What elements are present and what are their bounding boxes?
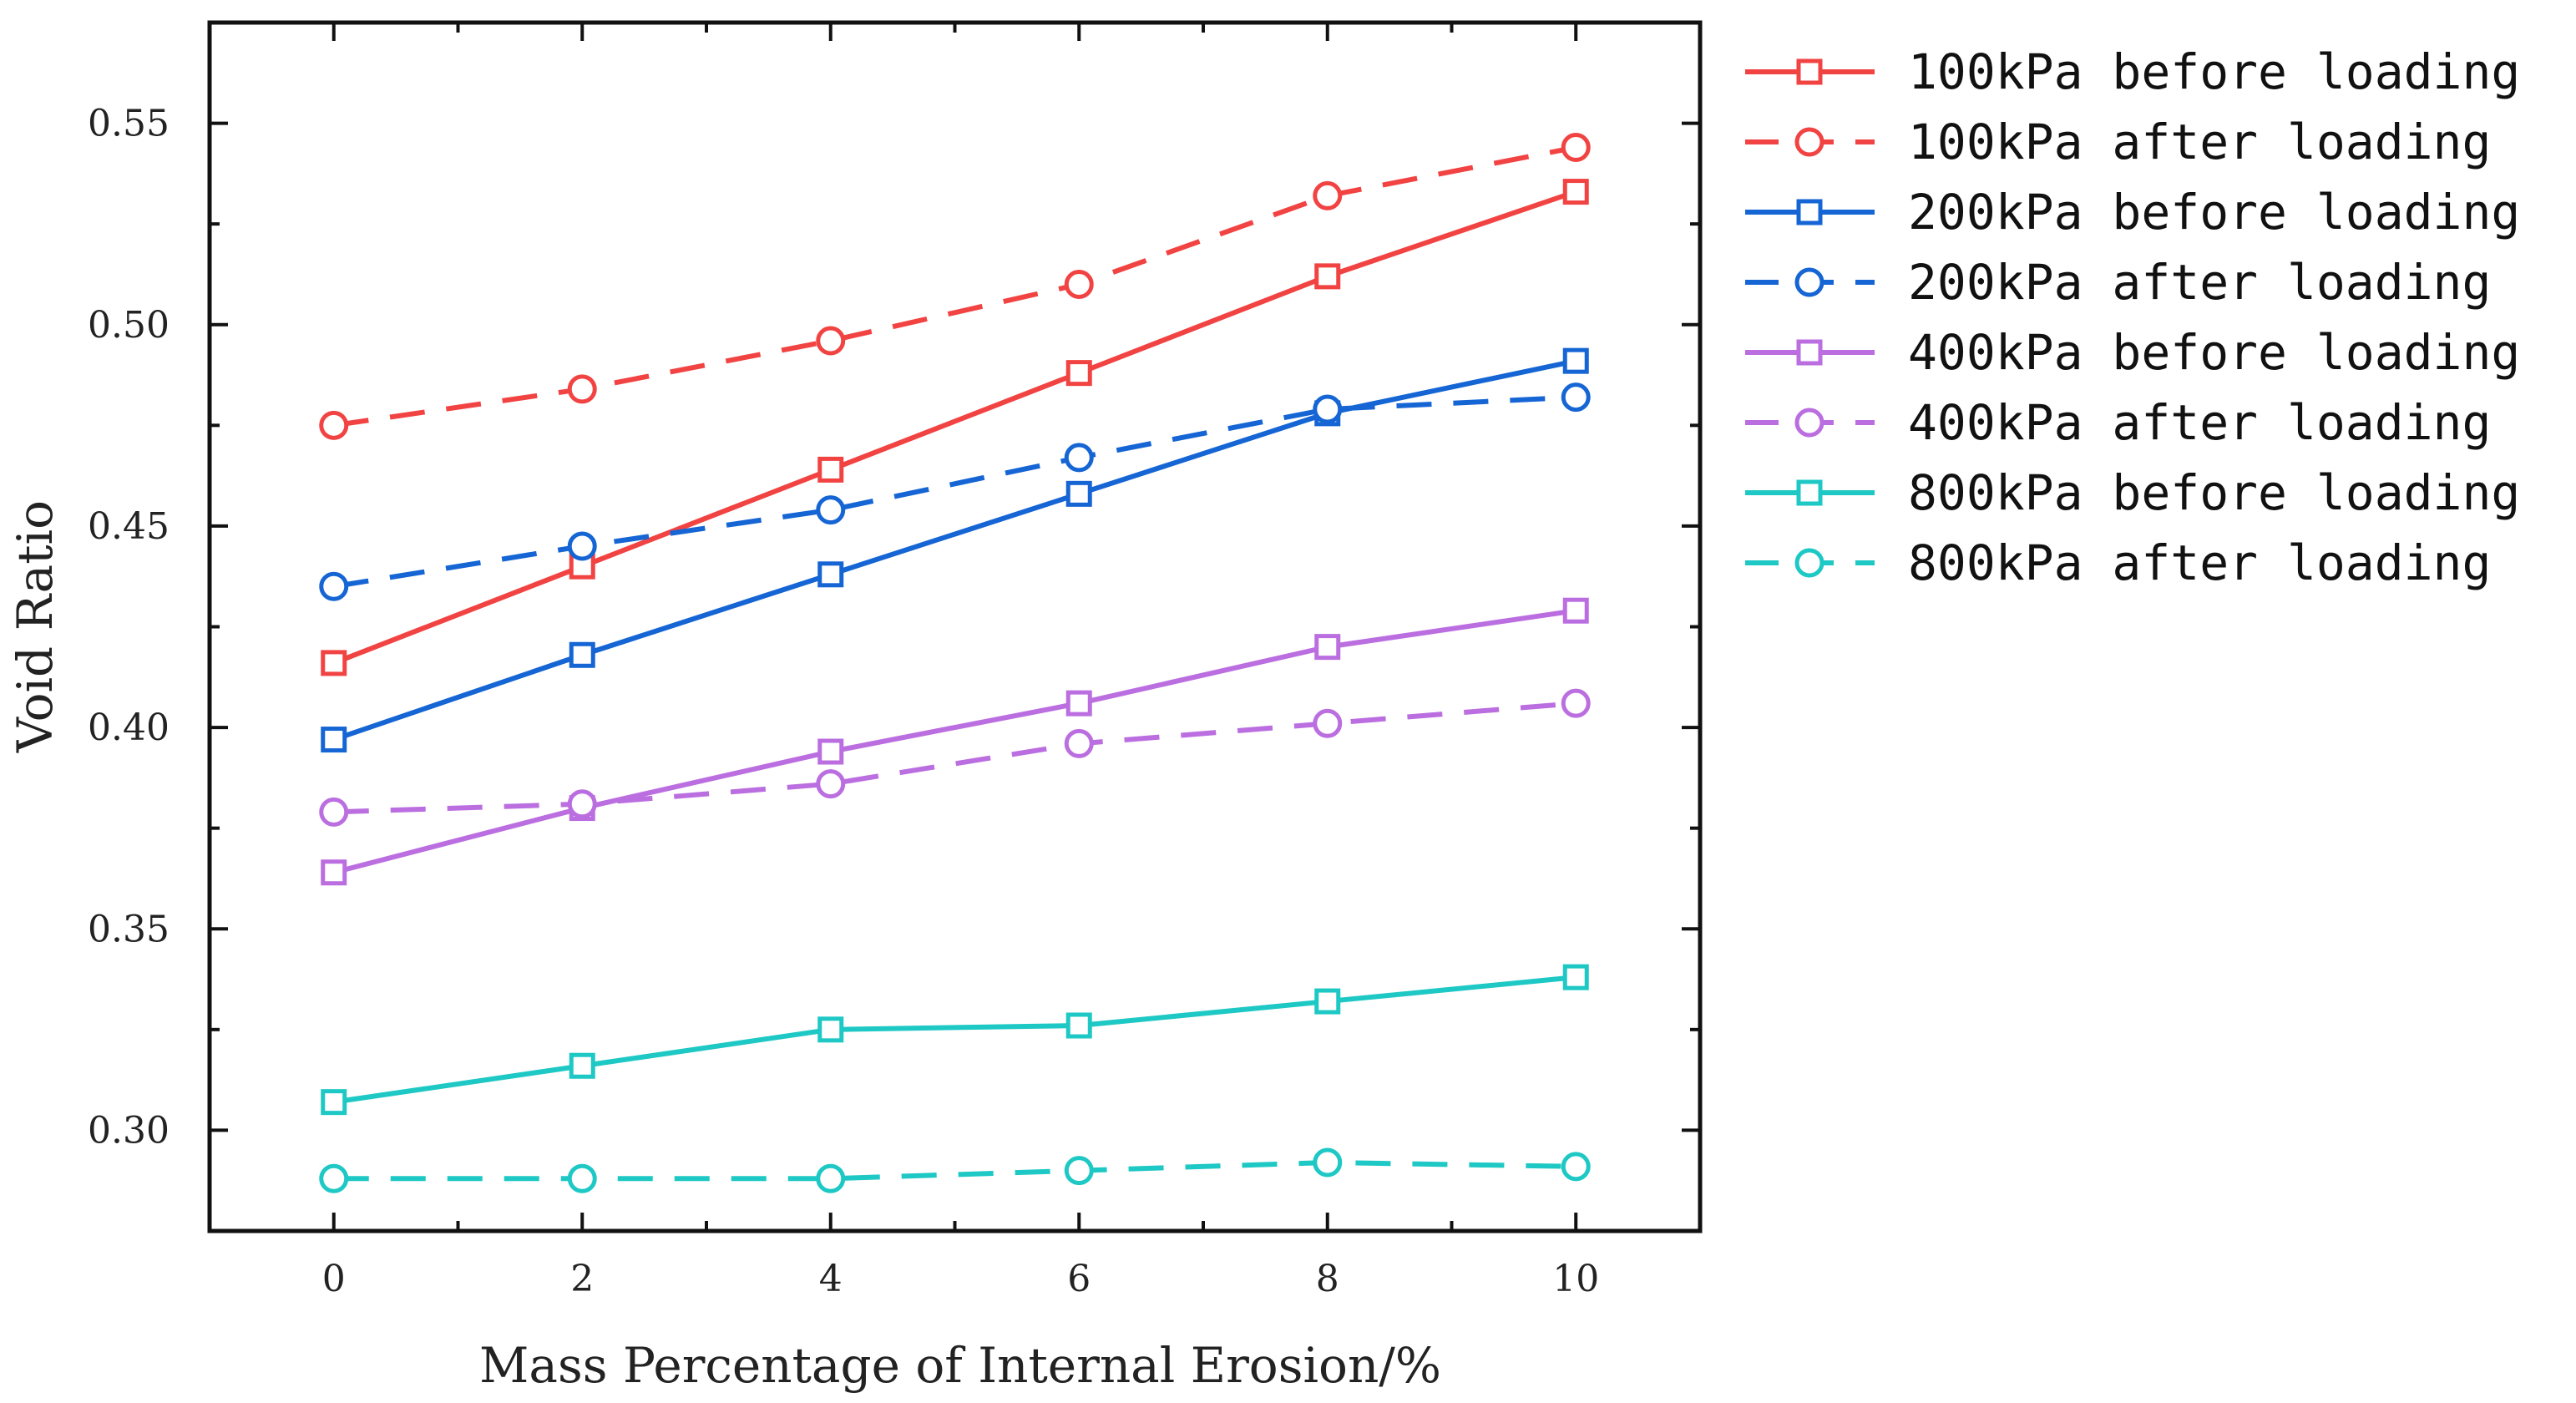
data-point-7-0 <box>319 1163 349 1193</box>
legend-label-1: 100kPa after loading <box>1908 114 2491 170</box>
data-point-5-2 <box>816 769 846 799</box>
data-point-2-0 <box>321 727 347 753</box>
data-point-0-3 <box>1065 360 1092 387</box>
x-axis-title: Mass Percentage of Internal Erosion/% <box>479 1337 1441 1394</box>
data-point-3-1 <box>567 531 597 561</box>
y-tick-label: 0.45 <box>88 505 170 548</box>
data-point-7-2 <box>816 1163 846 1193</box>
data-point-6-2 <box>817 1016 844 1043</box>
data-point-5-0 <box>319 797 349 827</box>
legend: 100kPa before loading 100kPa after loadin… <box>1745 43 2520 591</box>
x-tick-label: 0 <box>322 1258 346 1300</box>
y-tick-labels: 0.30 0.35 0.40 0.45 0.50 0.55 <box>88 103 170 1152</box>
x-tick-label: 2 <box>570 1258 594 1300</box>
data-point-6-0 <box>321 1089 347 1116</box>
series-line-2 <box>332 358 1576 742</box>
y-tick-label: 0.35 <box>88 908 170 950</box>
data-point-6-3 <box>1065 1012 1092 1039</box>
data-point-3-0 <box>319 571 349 601</box>
legend-marker-2 <box>1796 199 1823 225</box>
y-tick-label: 0.30 <box>88 1109 170 1152</box>
x-tick-label: 8 <box>1316 1258 1339 1300</box>
data-point-5-5 <box>1561 688 1591 718</box>
data-point-1-2 <box>816 326 846 356</box>
data-point-3-5 <box>1561 382 1591 413</box>
series-markers <box>319 133 1591 1193</box>
data-point-7-4 <box>1313 1147 1343 1178</box>
legend-label-2: 200kPa before loading <box>1908 184 2520 241</box>
legend-marker-1 <box>1794 127 1824 157</box>
data-point-0-5 <box>1562 179 1589 205</box>
legend-marker-6 <box>1796 479 1823 506</box>
data-point-0-2 <box>817 456 844 483</box>
data-point-2-3 <box>1065 480 1092 507</box>
legend-label-3: 200kPa after loading <box>1908 254 2491 311</box>
data-point-7-5 <box>1561 1152 1591 1182</box>
legend-marker-5 <box>1794 408 1824 438</box>
y-tick-label: 0.50 <box>88 304 170 347</box>
x-tick-label: 6 <box>1067 1258 1091 1300</box>
series-line-3 <box>333 394 1576 590</box>
data-point-6-1 <box>569 1052 595 1079</box>
legend-label-0: 100kPa before loading <box>1908 43 2520 100</box>
data-point-0-4 <box>1314 263 1341 290</box>
legend-label-4: 400kPa before loading <box>1908 324 2520 381</box>
data-point-4-3 <box>1065 690 1092 717</box>
data-point-2-5 <box>1562 347 1589 374</box>
series-lines <box>332 144 1577 1182</box>
data-point-7-1 <box>567 1163 597 1193</box>
legend-marker-4 <box>1796 339 1823 366</box>
series-line-0 <box>332 189 1577 666</box>
legend-marker-3 <box>1794 267 1824 297</box>
series-line-5 <box>333 701 1576 815</box>
y-tick-label: 0.55 <box>88 103 170 145</box>
y-axis-title: Void Ratio <box>7 500 63 753</box>
data-point-2-1 <box>569 641 595 668</box>
data-point-1-3 <box>1064 270 1094 300</box>
series-line-6 <box>333 975 1576 1105</box>
legend-label-7: 800kPa after loading <box>1908 534 2491 591</box>
series-line-1 <box>333 144 1576 428</box>
data-point-0-0 <box>321 650 347 676</box>
data-point-5-4 <box>1313 708 1343 738</box>
series-line-4 <box>332 608 1576 875</box>
data-point-5-1 <box>567 789 597 819</box>
series-line-7 <box>333 1160 1576 1182</box>
x-tick-label: 4 <box>819 1258 843 1300</box>
legend-marker-7 <box>1794 548 1824 578</box>
data-point-3-3 <box>1064 443 1094 473</box>
x-tick-label: 10 <box>1552 1258 1599 1300</box>
data-point-7-3 <box>1064 1156 1094 1186</box>
data-point-3-4 <box>1313 394 1343 424</box>
data-point-2-2 <box>817 561 844 588</box>
legend-label-6: 800kPa before loading <box>1908 464 2520 521</box>
axis-ticks <box>210 21 1700 1233</box>
data-point-4-5 <box>1562 597 1589 624</box>
data-point-6-5 <box>1562 964 1589 990</box>
legend-marker-0 <box>1796 58 1823 85</box>
data-point-5-3 <box>1064 728 1094 758</box>
data-point-4-0 <box>321 859 347 886</box>
data-point-4-2 <box>817 738 844 765</box>
data-point-4-4 <box>1314 634 1341 661</box>
data-point-3-2 <box>816 495 846 525</box>
data-point-1-4 <box>1313 180 1343 210</box>
data-point-1-0 <box>319 410 349 440</box>
legend-label-5: 400kPa after loading <box>1908 394 2491 451</box>
data-point-1-1 <box>567 374 597 404</box>
y-tick-label: 0.40 <box>88 707 170 749</box>
data-point-1-5 <box>1561 133 1591 163</box>
data-point-6-4 <box>1314 988 1341 1015</box>
x-tick-labels: 0 2 4 6 8 10 <box>322 1258 1600 1300</box>
